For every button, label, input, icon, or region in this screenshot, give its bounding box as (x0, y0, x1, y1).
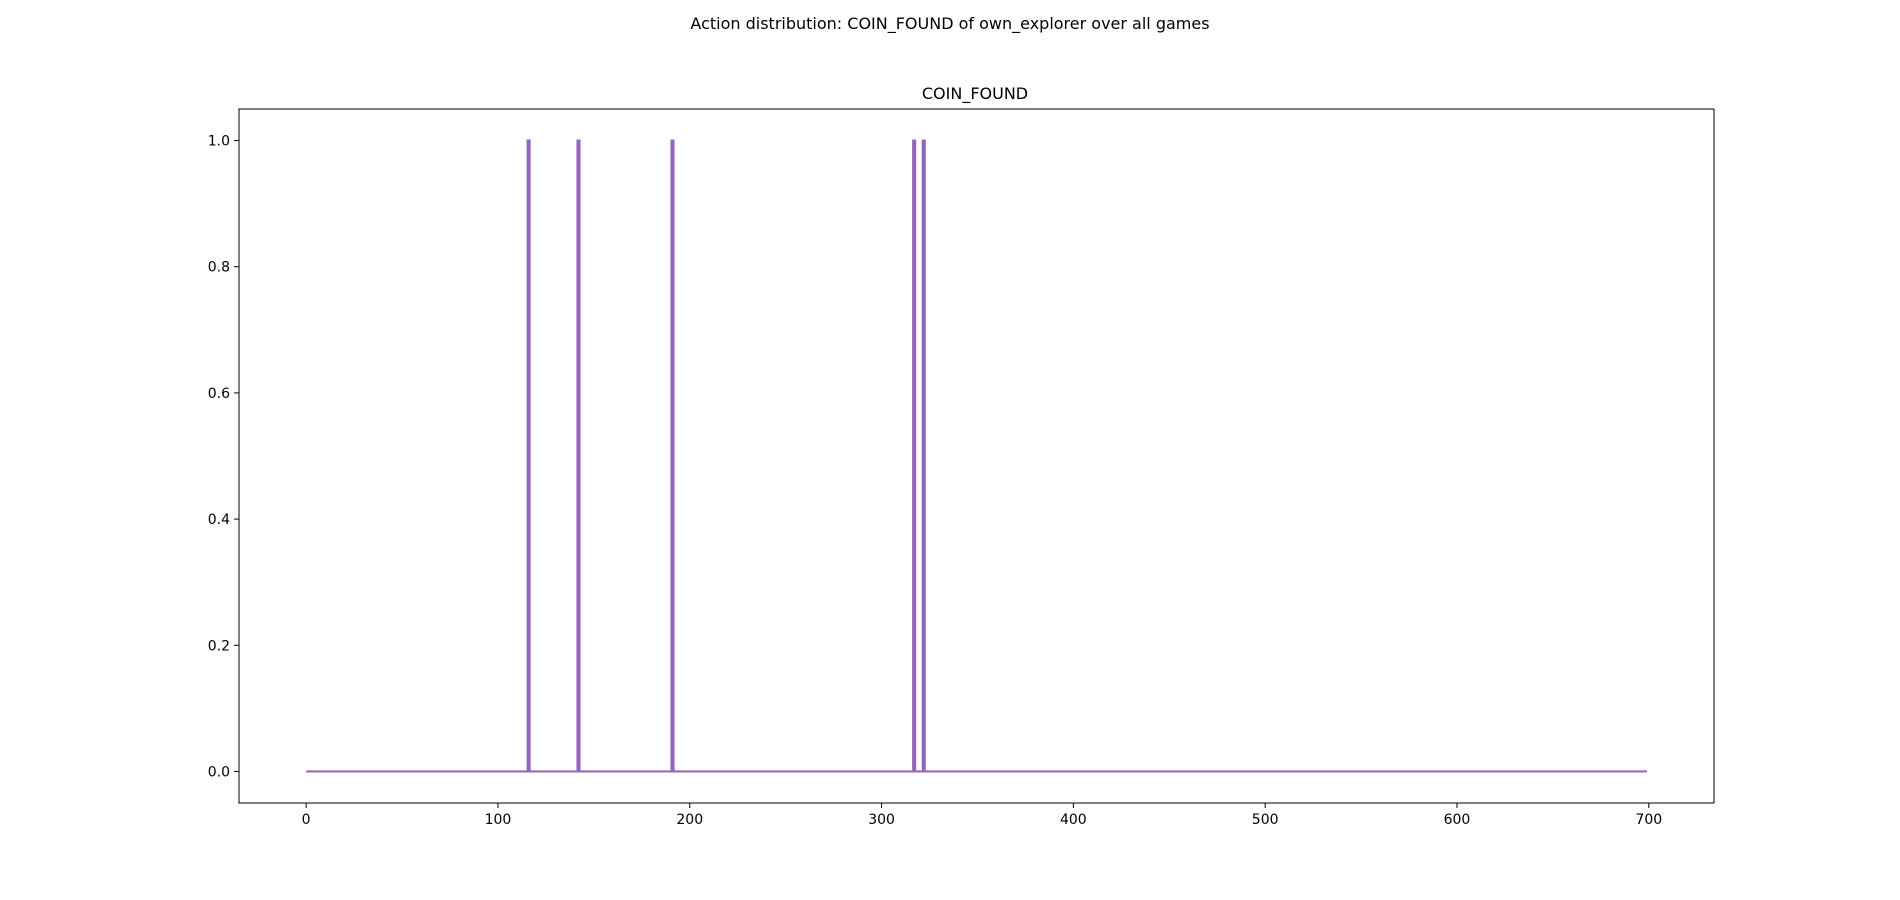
x-tick-label: 600 (1444, 812, 1471, 828)
x-tick-label: 100 (485, 812, 512, 828)
y-tick-label: 0.2 (208, 638, 230, 654)
data-point-spike-4 (912, 141, 916, 772)
figure-suptitle: Action distribution: COIN_FOUND of own_e… (690, 14, 1209, 34)
x-tick-label: 500 (1252, 812, 1279, 828)
x-tick-label: 300 (868, 812, 895, 828)
axes-title: COIN_FOUND (922, 84, 1028, 104)
y-tick-label: 0.0 (208, 764, 230, 780)
y-tick-label: 0.8 (208, 260, 230, 276)
y-tick-label: 0.4 (208, 512, 230, 528)
axes-frame (238, 108, 1715, 804)
x-tick-label: 700 (1635, 812, 1662, 828)
x-tick-label: 0 (302, 812, 311, 828)
x-tick-label: 200 (676, 812, 703, 828)
x-tick-label: 400 (1060, 812, 1087, 828)
data-point-spike-2 (577, 141, 581, 772)
data-point-spike-3 (671, 141, 675, 772)
data-point-spike-5 (922, 141, 926, 772)
y-tick-label: 0.6 (208, 386, 230, 402)
plot-area: 0 100 200 300 400 500 600 700 0.0 0.2 0.4 0.6 0.8 1.0 (208, 108, 1715, 828)
series-line (306, 139, 1647, 773)
data-point-spike-1 (527, 141, 531, 772)
y-tick-label: 1.0 (208, 134, 230, 150)
